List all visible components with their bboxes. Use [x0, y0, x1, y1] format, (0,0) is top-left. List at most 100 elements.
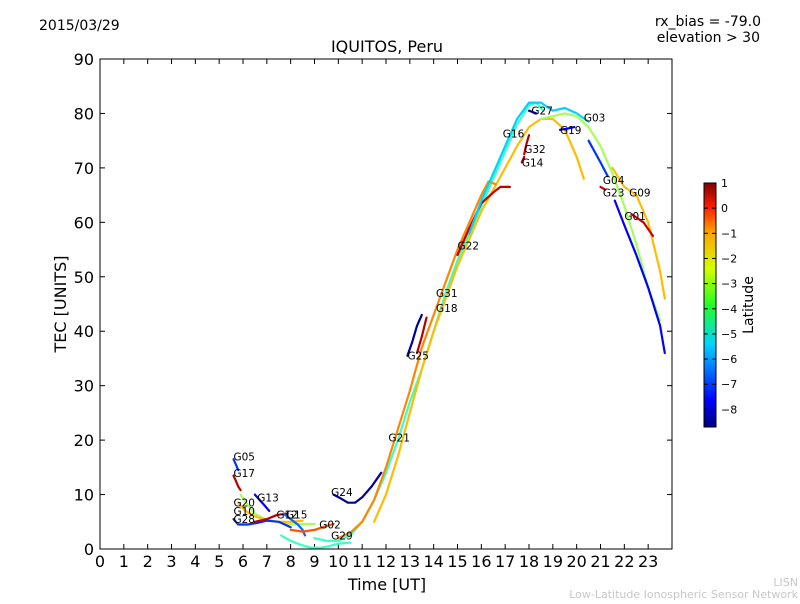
series-label-g29: G29 [331, 530, 353, 542]
series-g14 [520, 155, 526, 164]
series-g02 [289, 522, 335, 533]
colorbar-tick-label: 1 [721, 177, 728, 190]
x-tick-label: 12 [376, 552, 396, 571]
x-tick-label: 19 [543, 552, 563, 571]
series-layer [232, 101, 666, 550]
y-tick-label: 80 [74, 104, 94, 123]
series-label-g12: G12 [276, 510, 298, 522]
series-g12 [253, 512, 287, 523]
series-g21 [313, 101, 545, 542]
x-tick-label: 11 [352, 552, 372, 571]
x-tick-label: 21 [590, 552, 610, 571]
x-tick-label: 13 [400, 552, 420, 571]
colorbar-tick-label: −5 [721, 328, 737, 341]
y-axis-label: TEC [UNITS] [51, 256, 70, 354]
x-tick-label: 17 [495, 552, 515, 571]
series-g17 [232, 474, 242, 492]
series-label-g10: G10 [233, 506, 255, 518]
series-g03 [539, 112, 662, 322]
x-tick-label: 18 [519, 552, 539, 571]
x-tick-label: 9 [309, 552, 319, 571]
colorbar-label: Latitude [741, 276, 757, 334]
x-tick-label: 6 [238, 552, 248, 571]
colorbar-tick-label: −1 [721, 227, 737, 240]
series-label-g18: G18 [436, 303, 458, 315]
series-label-g15: G15 [286, 510, 308, 522]
series-g23 [599, 185, 607, 191]
series-label-g23: G23 [603, 187, 625, 199]
series-label-g04: G04 [603, 175, 625, 187]
elevation-label: elevation > 30 [656, 30, 760, 46]
series-g19 [558, 125, 576, 131]
y-tick-label: 90 [74, 50, 94, 69]
series-g16 [468, 101, 590, 235]
org-short-name: LISN [773, 576, 798, 589]
x-tick-label: 14 [423, 552, 443, 571]
x-tick-label: 8 [286, 552, 296, 571]
series-label-g27: G27 [531, 106, 553, 118]
series-label-g24: G24 [331, 487, 353, 499]
series-g08 [630, 213, 655, 237]
colorbar-tick-label: −2 [721, 252, 737, 265]
colorbar-tick-label: −6 [721, 353, 737, 366]
series-label-g16: G16 [503, 129, 525, 141]
colorbar-tick-label: −3 [721, 278, 737, 291]
series-g13 [253, 493, 271, 512]
series-g22 [456, 185, 511, 257]
y-tick-label: 50 [74, 268, 94, 287]
series-label-g03: G03 [584, 112, 606, 124]
colorbar-tick-label: −7 [721, 378, 737, 391]
series-g18 [337, 180, 497, 540]
series-g04 [587, 139, 609, 178]
series-g25 [406, 313, 423, 357]
x-tick-label: 16 [471, 552, 491, 571]
colorbar-tick-label: −8 [721, 403, 737, 416]
series-g09 [611, 166, 666, 300]
org-full-name: Low-Latitude Ionospheric Sensor Network [569, 588, 798, 601]
x-tick-label: 23 [638, 552, 658, 571]
y-tick-label: 40 [74, 322, 94, 341]
series-g05 [232, 458, 240, 472]
series-label-g20: G20 [233, 498, 255, 510]
series-label-g17: G17 [233, 468, 255, 480]
colorbar-gradient [703, 182, 717, 428]
y-tick-label: 70 [74, 159, 94, 178]
x-tick-label: 22 [614, 552, 634, 571]
series-label-g14: G14 [522, 157, 544, 169]
series-g01 [613, 199, 666, 355]
series-label-g32: G32 [524, 144, 546, 156]
series-label-g02: G02 [319, 520, 341, 532]
plot-area: 0 1 2 3 4 5 6 7 8 9 10 11 12 13 14 15 16 17 18 19 20 21 22 2301… [74, 50, 672, 571]
y-tick-label: 10 [74, 486, 94, 505]
x-tick-label: 7 [262, 552, 272, 571]
x-tick-label: 10 [328, 552, 348, 571]
series-label-g28: G28 [233, 514, 255, 526]
series-label-g25: G25 [407, 351, 429, 363]
series-label-g01: G01 [624, 211, 646, 223]
x-tick-label: 3 [166, 552, 176, 571]
y-tick-label: 60 [74, 213, 94, 232]
x-tick-label: 20 [566, 552, 586, 571]
series-g28 [232, 517, 292, 529]
y-tick-label: 0 [84, 540, 94, 559]
plot-frame [99, 58, 673, 550]
series-label-g09: G09 [629, 187, 651, 199]
x-tick-label: 1 [119, 552, 129, 571]
series-label-g21: G21 [388, 432, 410, 444]
series-label-g13: G13 [257, 492, 279, 504]
y-tick-label: 30 [74, 377, 94, 396]
series-label-g05: G05 [233, 451, 255, 463]
x-tick-label: 2 [143, 552, 153, 571]
x-axis-label: Time [UT] [347, 575, 426, 594]
series-label-g22: G22 [458, 241, 480, 253]
series-g24 [332, 471, 383, 504]
colorbar-tick-label: −4 [721, 303, 737, 316]
series-label-g19: G19 [560, 125, 582, 137]
y-tick-label: 20 [74, 431, 94, 450]
series-g29 [280, 534, 352, 550]
x-tick-label: 4 [190, 552, 200, 571]
x-tick-label: 5 [214, 552, 224, 571]
